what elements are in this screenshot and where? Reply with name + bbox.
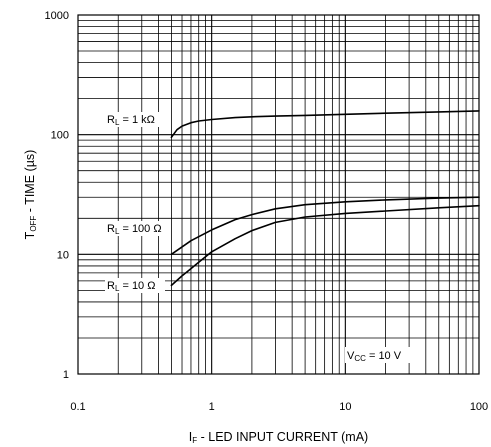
x-tick-label: 0.1: [70, 401, 85, 413]
series-label-text: RL = 1 kΩ: [107, 114, 155, 127]
series-label-text: RL = 10 Ω: [107, 280, 155, 293]
series-label-2: RL = 10 Ω: [105, 278, 165, 293]
series-label-bg: [105, 112, 167, 127]
grid-minor-x: [117, 15, 474, 374]
x-tick-label: 100: [470, 401, 488, 413]
y-axis-title: TOFF - TIME (µs): [23, 150, 38, 240]
series-line-2: [170, 204, 480, 287]
annotation-vcc: VCC = 10 V: [345, 347, 419, 363]
x-tick-label: 10: [339, 401, 351, 413]
series-label-bg: [105, 221, 171, 236]
x-tick-labels: 0.1 1 10 100: [70, 401, 488, 413]
x-tick-label: 1: [209, 401, 215, 413]
series-labels: RL = 1 kΩ RL = 100 Ω RL = 10 Ω: [105, 112, 171, 293]
series-line-0: [170, 110, 480, 139]
series-lines: [170, 110, 480, 287]
series-label-bg: [105, 278, 165, 293]
y-tick-labels: 1 10 100 1000: [45, 10, 69, 381]
series-label-1: RL = 100 Ω: [105, 221, 171, 236]
y-tick-label: 10: [57, 249, 69, 261]
plot-frame: [77, 14, 480, 375]
series-label-text: RL = 100 Ω: [107, 223, 162, 236]
series-line-1: [170, 196, 480, 256]
series-label-0: RL = 1 kΩ: [105, 112, 167, 127]
annotation-text: VCC = 10 V: [347, 350, 402, 363]
annotations: VCC = 10 V: [345, 347, 419, 363]
annotation-bg: [345, 347, 419, 363]
y-tick-label: 100: [51, 130, 69, 142]
y-tick-label: 1000: [45, 10, 69, 22]
y-tick-label: 1: [63, 369, 69, 381]
x-axis-title: IF - LED INPUT CURRENT (mA): [189, 430, 368, 445]
